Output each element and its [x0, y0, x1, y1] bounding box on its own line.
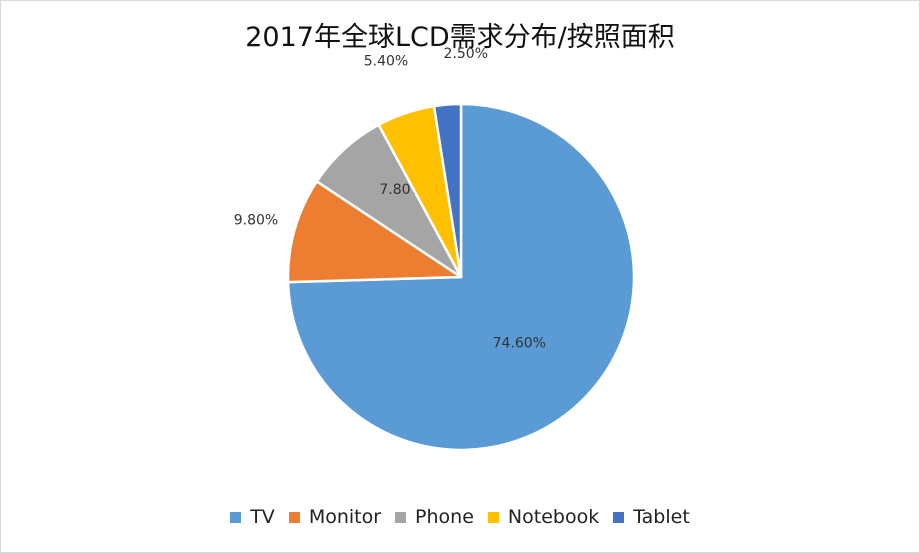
data-label-tablet: 2.50%	[444, 46, 488, 62]
legend-item-monitor: Monitor	[288, 506, 382, 528]
data-label-monitor: 9.80%	[234, 212, 278, 228]
legend-label-tablet: Tablet	[633, 506, 690, 528]
legend-swatch-monitor	[288, 511, 300, 523]
legend-item-tv: TV	[230, 506, 275, 528]
legend-label-phone: Phone	[415, 506, 474, 528]
data-label-tv: 74.60%	[493, 335, 546, 351]
legend: TV Monitor Phone Notebook Tablet	[1, 506, 919, 528]
data-label-notebook: 5.40%	[364, 53, 408, 69]
legend-label-monitor: Monitor	[308, 506, 382, 528]
legend-item-notebook: Notebook	[487, 506, 600, 528]
slice-tablet	[432, 102, 463, 279]
legend-swatch-phone	[395, 511, 407, 523]
legend-swatch-notebook	[487, 511, 499, 523]
legend-item-phone: Phone	[395, 506, 474, 528]
legend-swatch-tablet	[613, 511, 625, 523]
legend-label-notebook: Notebook	[507, 506, 600, 528]
chart-title: 2017年全球LCD需求分布/按照面积	[245, 22, 675, 53]
slice-monitor	[286, 180, 463, 284]
legend-label-tv: TV	[250, 506, 275, 528]
legend-item-tablet: Tablet	[613, 506, 690, 528]
legend-swatch-tv	[230, 511, 242, 523]
